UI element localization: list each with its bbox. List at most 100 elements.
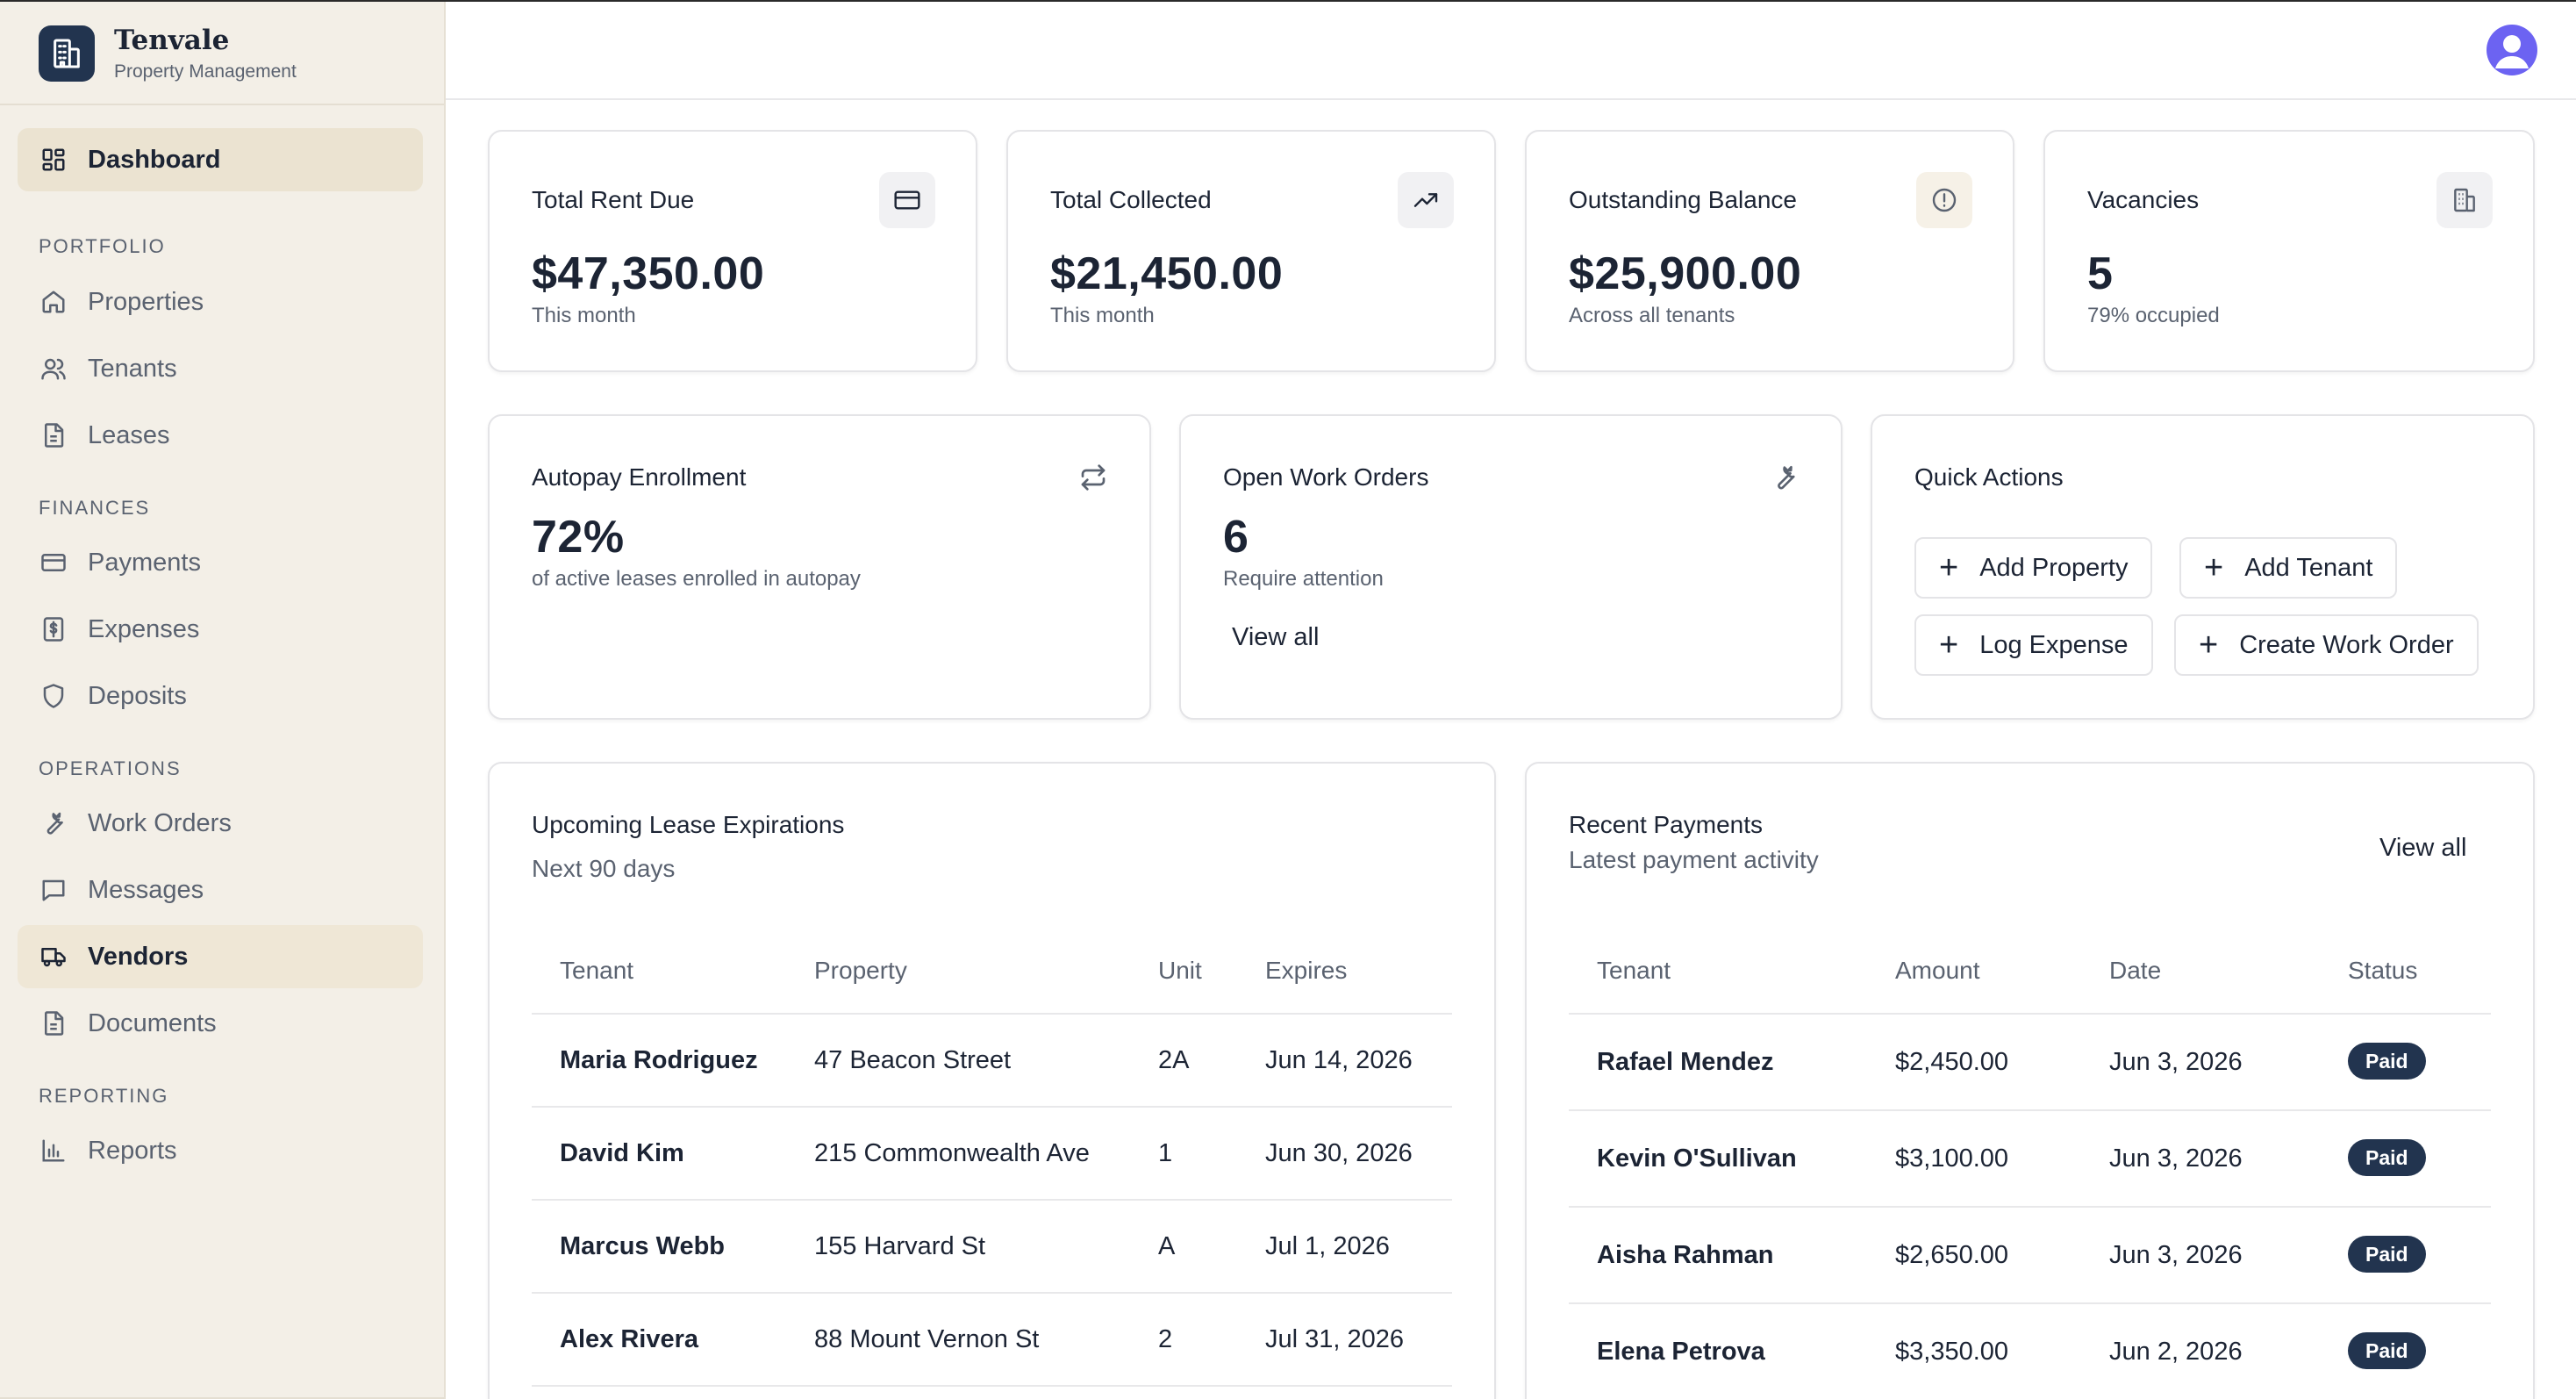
repeat-icon: [1077, 462, 1109, 493]
column-header-date[interactable]: Date: [2109, 957, 2162, 984]
sidebar-item-label: Payments: [88, 548, 201, 577]
cell-amount: $2,450.00: [1895, 1048, 2009, 1076]
table-divider: [532, 1385, 1452, 1387]
stat-title: Vacancies: [2087, 186, 2200, 213]
file-icon: [39, 1008, 68, 1038]
sidebar-item-label: Leases: [88, 420, 170, 449]
column-header-status[interactable]: Status: [2348, 957, 2418, 984]
cell-date: Jun 3, 2026: [2109, 1241, 2243, 1269]
create-work-order-button[interactable]: + Create Work Order: [2174, 614, 2479, 676]
column-header-unit[interactable]: Unit: [1158, 957, 1202, 984]
plus-icon: +: [2204, 549, 2224, 586]
button-label: Create Work Order: [2239, 630, 2454, 659]
truck-icon: [39, 942, 68, 972]
cell-date: Jun 3, 2026: [2109, 1144, 2243, 1173]
view-all-work-orders-button[interactable]: View all: [1232, 623, 1320, 651]
sidebar-item-dashboard[interactable]: Dashboard: [18, 128, 423, 191]
sidebar-item-messages[interactable]: Messages: [18, 858, 423, 922]
column-header-tenant[interactable]: Tenant: [560, 957, 634, 984]
card-subtitle: Latest payment activity: [1569, 846, 1819, 873]
stat-card-outstanding: Outstanding Balance $25,900.00 Across al…: [1525, 130, 2014, 372]
stat-card-vacancies: Vacancies 5 79% occupied: [2043, 130, 2535, 372]
sidebar-item-properties[interactable]: Properties: [18, 270, 423, 334]
column-header-property[interactable]: Property: [814, 957, 907, 984]
section-reporting: REPORTING: [39, 1085, 169, 1107]
stat-card-rent-due: Total Rent Due $47,350.00 This month: [488, 130, 977, 372]
file-text-icon: [39, 420, 68, 450]
sidebar-item-label: Documents: [88, 1008, 217, 1037]
credit-card-icon: [39, 548, 68, 578]
home-icon: [39, 287, 68, 317]
sidebar-item-deposits[interactable]: Deposits: [18, 664, 423, 728]
button-label: Add Property: [1979, 553, 2129, 582]
table-divider: [1569, 1013, 2491, 1015]
credit-card-icon: [879, 172, 935, 228]
bar-chart-icon: [39, 1136, 68, 1166]
cell-tenant: Marcus Webb: [560, 1232, 726, 1260]
sidebar-item-vendors[interactable]: Vendors: [18, 925, 423, 988]
card-subtitle: Next 90 days: [532, 855, 676, 882]
stat-value: 5: [2087, 248, 2114, 299]
brand-subtitle: Property Management: [114, 61, 297, 82]
stat-subtitle: Across all tenants: [1569, 304, 1735, 327]
cell-tenant: Alex Rivera: [560, 1325, 698, 1353]
cell-tenant: Elena Petrova: [1597, 1338, 1765, 1366]
sidebar-item-payments[interactable]: Payments: [18, 531, 423, 594]
section-operations: OPERATIONS: [39, 757, 182, 779]
button-label: Add Tenant: [2244, 553, 2373, 582]
card-title: Quick Actions: [1914, 463, 2064, 491]
work-orders-subtitle: Require attention: [1223, 567, 1384, 591]
cell-tenant: Kevin O'Sullivan: [1597, 1144, 1797, 1173]
stat-card-collected: Total Collected $21,450.00 This month: [1006, 130, 1496, 372]
column-header-tenant[interactable]: Tenant: [1597, 957, 1671, 984]
cell-expires: Jul 1, 2026: [1265, 1232, 1390, 1260]
stat-subtitle: This month: [532, 304, 636, 327]
sidebar-item-label: Tenants: [88, 354, 177, 383]
log-expense-button[interactable]: + Log Expense: [1914, 614, 2153, 676]
stat-subtitle: 79% occupied: [2087, 304, 2220, 327]
user-avatar-icon[interactable]: [2487, 25, 2537, 75]
card-title: Open Work Orders: [1223, 463, 1429, 491]
work-orders-card: Open Work Orders 6 Require attention Vie…: [1179, 414, 1843, 720]
cell-property: 215 Commonwealth Ave: [814, 1139, 1090, 1167]
message-square-icon: [39, 875, 68, 905]
plus-icon: +: [1939, 627, 1959, 664]
table-divider: [532, 1106, 1452, 1108]
status-badge: Paid: [2348, 1043, 2426, 1080]
add-tenant-button[interactable]: + Add Tenant: [2179, 537, 2398, 599]
status-badge: Paid: [2348, 1332, 2426, 1369]
sidebar-item-tenants[interactable]: Tenants: [18, 337, 423, 400]
cell-property: 47 Beacon Street: [814, 1046, 1012, 1074]
wrench-icon: [1769, 462, 1800, 493]
divider: [0, 104, 444, 105]
button-label: Log Expense: [1979, 630, 2129, 659]
receipt-dollar-icon: [39, 614, 68, 644]
table-divider: [532, 1199, 1452, 1201]
sidebar-item-expenses[interactable]: Expenses: [18, 598, 423, 661]
stat-title: Total Rent Due: [532, 186, 695, 213]
sidebar-item-reports[interactable]: Reports: [18, 1119, 423, 1182]
shield-icon: [39, 681, 68, 711]
view-all-payments-button[interactable]: View all: [2379, 834, 2467, 862]
cell-date: Jun 2, 2026: [2109, 1338, 2243, 1366]
cell-expires: Jul 31, 2026: [1265, 1325, 1405, 1353]
column-header-expires[interactable]: Expires: [1265, 957, 1348, 984]
cell-amount: $2,650.00: [1895, 1241, 2009, 1269]
autopay-subtitle: of active leases enrolled in autopay: [532, 567, 861, 591]
lease-expirations-card: Upcoming Lease Expirations Next 90 days …: [488, 762, 1496, 1399]
alert-circle-icon: [1916, 172, 1972, 228]
sidebar-item-label: Properties: [88, 287, 204, 316]
sidebar-item-work-orders[interactable]: Work Orders: [18, 792, 423, 855]
sidebar-item-label: Dashboard: [88, 145, 221, 174]
stat-subtitle: This month: [1050, 304, 1155, 327]
top-bar: [446, 2, 2576, 100]
cell-unit: 2: [1158, 1325, 1173, 1353]
brand[interactable]: Tenvale Property Management: [39, 23, 297, 84]
trending-up-icon: [1398, 172, 1454, 228]
sidebar-item-documents[interactable]: Documents: [18, 992, 423, 1055]
cell-amount: $3,350.00: [1895, 1338, 2009, 1366]
sidebar-item-leases[interactable]: Leases: [18, 404, 423, 467]
cell-date: Jun 3, 2026: [2109, 1048, 2243, 1076]
add-property-button[interactable]: + Add Property: [1914, 537, 2153, 599]
column-header-amount[interactable]: Amount: [1895, 957, 1980, 984]
